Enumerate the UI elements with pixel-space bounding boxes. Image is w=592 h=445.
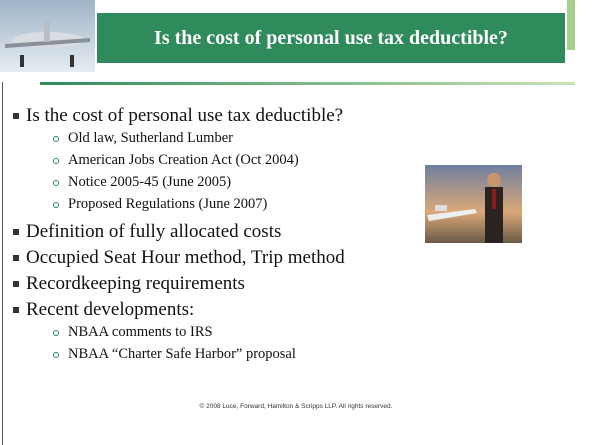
bullet: Recent developments:: [12, 299, 195, 320]
sub-bullet: NBAA comments to IRS: [53, 324, 213, 340]
sub-bullet: Proposed Regulations (June 2007): [52, 196, 268, 212]
bullet: Is the cost of personal use tax deductib…: [12, 105, 344, 126]
bullet: Recordkeeping requirements: [13, 273, 245, 294]
sub-bullet: Old law, Sutherland Lumber: [53, 130, 233, 146]
footer: © 2008 Luce, Forward, Hamilton & Scripps…: [199, 403, 393, 410]
divider: [40, 82, 575, 85]
header-plane-image: [0, 0, 95, 72]
bullet: Definition of fully allocated costs: [12, 221, 282, 242]
slide-title: Is the cost of personal use tax deductib…: [97, 13, 565, 63]
sub-bullet: NBAA “Charter Safe Harbor” proposal: [53, 346, 296, 362]
accent-bar: [567, 0, 575, 50]
sub-bullet: American Jobs Creation Act (Oct 2004): [53, 152, 299, 168]
businessman-photo: [425, 165, 522, 243]
sub-bullet: Notice 2005-45 (June 2005): [52, 174, 232, 190]
bullet: Occupied Seat Hour method, Trip method: [13, 247, 345, 268]
left-border: [2, 82, 3, 445]
